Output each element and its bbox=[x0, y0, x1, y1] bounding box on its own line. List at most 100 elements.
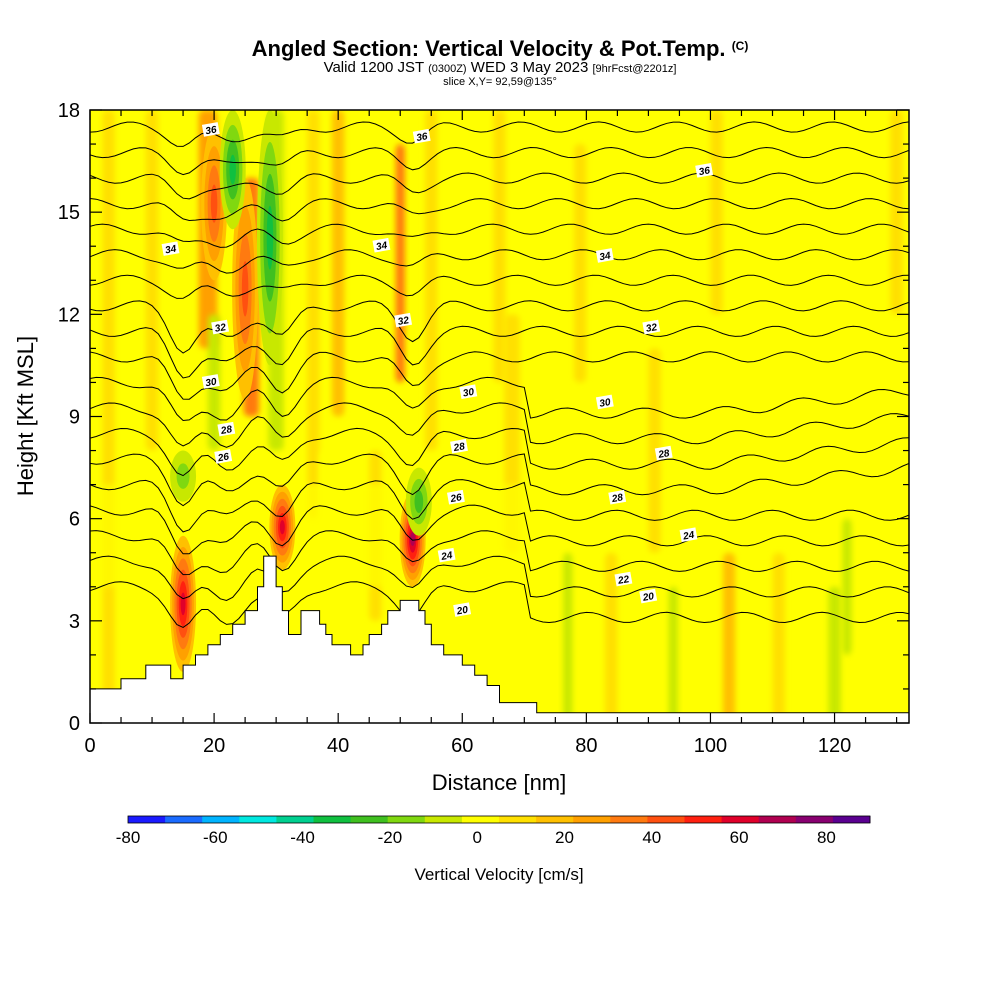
field-streak bbox=[307, 110, 320, 519]
contour-label: 32 bbox=[394, 312, 413, 328]
field-streak bbox=[673, 110, 686, 281]
contour-label-bg bbox=[201, 374, 220, 389]
colorbar: -80 -60 -40 -20 0 20 40 60 80 bbox=[116, 815, 871, 847]
contour-label-bg bbox=[217, 421, 236, 437]
forecast-info: [9hrFcst@2201z] bbox=[592, 63, 677, 75]
theta-contour-29 bbox=[90, 300, 909, 354]
chart-title: Angled Section: Vertical Velocity & Pot.… bbox=[0, 36, 1000, 62]
contour-label-text: 28 bbox=[452, 441, 466, 454]
contour-label-text: 34 bbox=[375, 240, 388, 253]
contour-label: 22 bbox=[614, 571, 633, 587]
field-streak bbox=[871, 382, 885, 587]
colorbar-tick-label: 20 bbox=[555, 828, 574, 847]
contour-label-text: 24 bbox=[439, 550, 453, 563]
field-streak bbox=[493, 110, 506, 383]
contour-label-text: 34 bbox=[164, 244, 177, 257]
contour-label: 24 bbox=[679, 527, 698, 543]
theta-contour-19 bbox=[90, 555, 909, 602]
contour-label-text: 30 bbox=[462, 387, 475, 400]
field-streak bbox=[668, 586, 678, 723]
contour-label: 36 bbox=[695, 163, 714, 178]
chart-subtitle: Valid 1200 JST (0300Z) WED 3 May 2023 [9… bbox=[0, 60, 1000, 77]
field-streak bbox=[784, 110, 798, 315]
theta-contour-24 bbox=[90, 427, 909, 477]
contour-label-text: 20 bbox=[455, 605, 469, 618]
contour-label-bg bbox=[595, 394, 614, 410]
contour-label-text: 26 bbox=[449, 492, 463, 505]
contour-label-text: 36 bbox=[416, 131, 429, 144]
contour-label-text: 26 bbox=[216, 451, 230, 464]
theta-contour-28 bbox=[90, 325, 909, 379]
contour-label-bg bbox=[614, 571, 633, 587]
updraft-core bbox=[410, 532, 416, 546]
colorbar-swatch bbox=[573, 816, 611, 823]
contour-label: 34 bbox=[595, 248, 614, 263]
field-streak bbox=[468, 144, 481, 553]
colorbar-swatch bbox=[387, 816, 426, 823]
colorbar-tick-label: -80 bbox=[116, 828, 141, 847]
y-tick-label: 6 bbox=[69, 509, 80, 531]
downdraft-core bbox=[229, 154, 236, 185]
colorbar-swatch bbox=[536, 816, 574, 823]
y-tick-label: 0 bbox=[69, 713, 80, 735]
contour-label: 26 bbox=[214, 449, 233, 464]
contour-label-bg bbox=[437, 547, 456, 563]
contour-label: 28 bbox=[450, 438, 468, 454]
contour-label: 34 bbox=[161, 241, 180, 257]
contour-label: 24 bbox=[437, 547, 456, 563]
colorbar-swatch bbox=[276, 816, 314, 823]
contour-label-text: 30 bbox=[205, 376, 218, 389]
colorbar-swatch bbox=[128, 816, 166, 823]
contour-label: 34 bbox=[372, 237, 391, 253]
contour-label-bg bbox=[372, 237, 391, 253]
contour-label-text: 30 bbox=[599, 397, 612, 410]
field-streak bbox=[604, 552, 618, 723]
contour-label-bg bbox=[453, 602, 472, 617]
colorbar-swatch bbox=[165, 816, 203, 823]
theta-contour-33 bbox=[90, 197, 909, 222]
field-streak bbox=[331, 110, 345, 417]
contour-label-text: 28 bbox=[610, 492, 624, 505]
terrain bbox=[89, 555, 910, 724]
contour-label-bg bbox=[695, 163, 714, 178]
contour-label-text: 22 bbox=[616, 574, 630, 587]
contour-label: 36 bbox=[412, 128, 431, 144]
theta-contour-21 bbox=[90, 504, 909, 555]
colorbar-swatch bbox=[795, 816, 834, 823]
colorbar-tick-label: -40 bbox=[290, 828, 315, 847]
contour-label-text: 34 bbox=[599, 250, 612, 263]
colorbar-swatch bbox=[758, 816, 797, 823]
contour-labels: 36 36 36 34 34 34 32 32 32 30 30 30 28 28 28 26 26 28 24 24… bbox=[161, 122, 714, 618]
contour-label-text: 28 bbox=[657, 448, 671, 461]
contour-label-bg bbox=[412, 128, 431, 144]
contour-label: 28 bbox=[217, 421, 236, 437]
chart-title-text: Angled Section: Vertical Velocity & Pot.… bbox=[251, 36, 726, 61]
colorbar-swatch bbox=[684, 816, 723, 823]
contour-label: 36 bbox=[201, 122, 220, 137]
chart-title-units: (C) bbox=[731, 39, 749, 53]
colorbar-swatch bbox=[647, 816, 685, 823]
field-streak bbox=[563, 552, 573, 723]
valid-date: WED 3 May 2023 bbox=[470, 59, 589, 76]
field-streak bbox=[846, 144, 860, 417]
field-streak bbox=[648, 348, 661, 553]
contour-label-bg bbox=[450, 438, 468, 454]
x-tick-label: 40 bbox=[327, 735, 349, 757]
valid-zulu: (0300Z) bbox=[428, 63, 467, 75]
theta-contour-22 bbox=[90, 479, 909, 533]
field-streak bbox=[691, 246, 705, 519]
contour-label: 30 bbox=[201, 374, 220, 389]
contour-label-text: 32 bbox=[397, 315, 410, 328]
velocity-field bbox=[90, 110, 909, 723]
contour-label-bg bbox=[459, 384, 478, 400]
contour-label-text: 36 bbox=[205, 124, 218, 137]
updraft-core bbox=[180, 592, 186, 616]
contour-label: 28 bbox=[608, 489, 627, 505]
colorbar-title: Vertical Velocity [cm/s] bbox=[414, 865, 583, 884]
x-tick-label: 60 bbox=[451, 735, 473, 757]
colorbar-tick-label: 60 bbox=[730, 828, 749, 847]
theta-contour-34 bbox=[90, 172, 909, 200]
terrain-profile bbox=[89, 555, 910, 724]
contour-label-bg bbox=[608, 489, 627, 505]
